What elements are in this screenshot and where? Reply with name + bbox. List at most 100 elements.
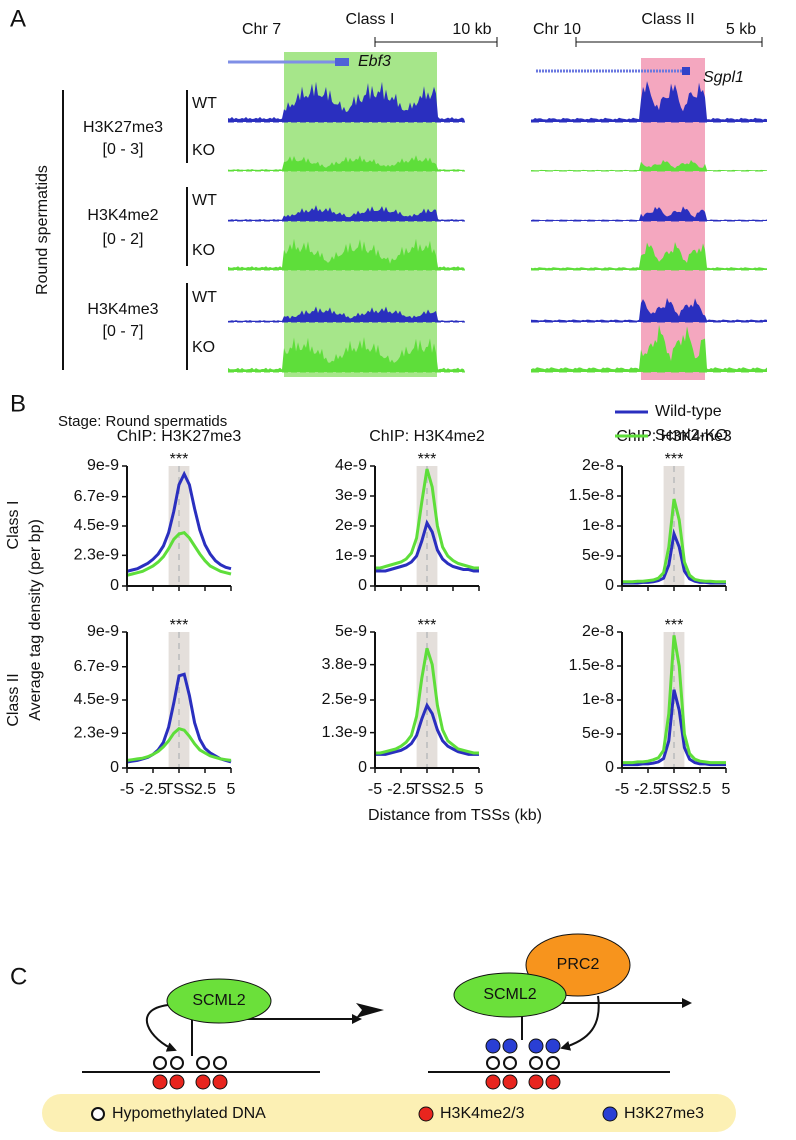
nucleosome-marks [485,1038,561,1090]
panel-label: B [10,390,26,417]
range-label: [0 - 7] [103,323,144,340]
y-tick-label: 9e-9 [87,623,119,640]
series-line [126,470,232,573]
y-tick-label: 0 [358,577,367,594]
signal-track [531,206,767,221]
chart: ChIP: H3K4me2 *** 0 1e-9 2e-9 3e-9 4e-9 [335,428,485,594]
signal-track [531,81,767,122]
gene-exon [335,58,349,66]
x-tick-label: -5 [120,781,134,798]
protein-label: SCML2 [483,986,536,1003]
series-line [375,519,479,573]
signal-track [531,160,767,171]
y-tick-label: 5e-9 [335,623,367,640]
y-tick-label: 2.3e-9 [74,547,119,564]
legend-label: Scml2-KO [655,427,728,444]
legend-label: Wild-type [655,403,722,420]
row-label: Class II [5,673,22,726]
y-tick-label: 0 [605,759,614,776]
gene-exon [682,67,690,75]
x-tick-label: -2.5 [139,781,167,798]
protein [453,972,567,1018]
legend-symbol [91,1107,105,1121]
y-tick-label: 1e-8 [582,517,614,534]
y-tick-label: 4.5e-9 [74,517,119,534]
protein [166,978,272,1024]
y-tick-label: 3.8e-9 [322,656,367,673]
y-tick-label: 1.5e-8 [569,657,614,674]
significance: *** [418,617,437,634]
stage-label: Stage: Round spermatids [58,413,227,430]
panel-label: A [10,5,26,32]
series-line [375,702,479,756]
y-axis-label: Average tag density (per bp) [27,519,44,721]
panel-a: A Chr 7 Class I 10 kb Ebf3 Chr 10 Class … [10,5,767,380]
signal-track [228,337,465,372]
scale-label: 10 kb [452,21,491,38]
x-tick-label: 5 [475,781,484,798]
genotype-label: WT [192,95,217,112]
x-tick-label: 2.5 [442,781,464,798]
series-line [375,647,479,755]
series-line [622,689,726,767]
y-tick-label: 0 [110,577,119,594]
x-tick-label: 2.5 [194,781,216,798]
legend-label: H3K4me2/3 [440,1105,525,1122]
y-tick-label: 5e-9 [582,547,614,564]
y-tick-label: 2.5e-9 [322,691,367,708]
legend-symbol [602,1106,618,1122]
genotype-label: WT [192,192,217,209]
mark-label: H3K27me3 [83,119,163,136]
signal-track [531,242,767,270]
y-tick-label: 1.3e-9 [322,724,367,741]
y-tick-label: 0 [605,577,614,594]
y-tick-label: 4e-9 [335,457,367,474]
y-tick-label: 4.5e-9 [74,691,119,708]
significance: *** [418,451,437,468]
y-tick-label: 5e-9 [582,725,614,742]
significance: *** [170,617,189,634]
legend-box [42,1094,736,1132]
panel-b: B Stage: Round spermatids Class I Class … [5,390,732,824]
significance: *** [170,451,189,468]
series-line [622,528,726,585]
y-tick-label: 0 [358,759,367,776]
x-axis-label: Distance from TSSs (kb) [368,807,542,824]
gene-label: Ebf3 [358,53,391,70]
mark-label: H3K4me3 [87,301,158,318]
x-tick-label: TSS [163,781,194,798]
signal-track [228,155,465,171]
x-tick-label: 5 [227,781,236,798]
recruit-arrow [146,1004,177,1052]
signal-track [228,81,465,122]
chrom-label: Chr 7 [242,21,281,38]
chart-title: ChIP: H3K27me3 [117,428,242,445]
chart-title: ChIP: H3K4me2 [369,428,485,445]
signal-track [531,297,767,322]
chart-title: ChIP: H3K4me3 [616,428,732,445]
y-tick-label: 6.7e-9 [74,658,119,675]
x-tick-label: -2.5 [387,781,415,798]
signal-track [228,238,465,270]
cell-type-label: Round spermatids [34,165,51,295]
significance: *** [665,451,684,468]
y-tick-label: 2e-8 [582,623,614,640]
genotype-label: WT [192,289,217,306]
y-tick-label: 2.3e-9 [74,724,119,741]
x-tick-label: 5 [722,781,731,798]
genotype-label: KO [192,242,215,259]
range-label: [0 - 3] [103,141,144,158]
chrom-label: Chr 10 [533,21,581,38]
x-tick-label: -5 [368,781,382,798]
scale-label: 5 kb [726,21,756,38]
signal-track [228,205,465,221]
y-tick-label: 9e-9 [87,457,119,474]
y-tick-label: 1.5e-8 [569,487,614,504]
series-line [126,531,232,577]
genotype-label: KO [192,339,215,356]
panel-c: C Hypomethylated DNA H3K4me2/3 H3K27me3 … [10,933,736,1132]
series-line [622,635,726,765]
nucleosome-marks [152,1056,228,1090]
